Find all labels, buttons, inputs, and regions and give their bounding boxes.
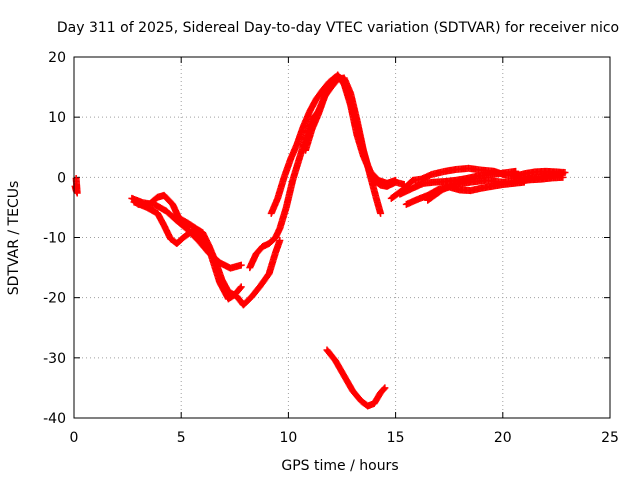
data-point [236, 284, 244, 292]
series-pass-0 [71, 175, 81, 197]
data-point [381, 384, 389, 392]
y-tick-label: -10 [43, 231, 66, 247]
data-points [71, 71, 569, 410]
x-tick-label: 10 [279, 430, 297, 446]
data-point [559, 173, 567, 181]
x-axis-label: GPS time / hours [281, 458, 398, 474]
y-tick-label: -40 [43, 411, 66, 427]
x-tick-label: 20 [494, 430, 512, 446]
chart-title: Day 311 of 2025, Sidereal Day-to-day VTE… [57, 20, 619, 36]
y-tick-label: 20 [48, 50, 66, 66]
data-point [237, 261, 245, 269]
series-pass-7 [323, 346, 389, 410]
y-tick-label: -20 [43, 291, 66, 307]
grid [74, 57, 610, 418]
data-point [392, 176, 400, 184]
series-pass-6 [302, 71, 400, 187]
y-tick-label: 10 [48, 110, 66, 126]
series-pass-12 [510, 167, 569, 181]
plot-border [73, 56, 611, 419]
data-point [380, 385, 388, 393]
series-pass-9 [396, 167, 520, 198]
ticks: 0 5 10 15 20 25 -40 -30 -20 -10 0 10 20 [43, 50, 619, 446]
series-pass-13 [516, 173, 567, 185]
data-point [561, 169, 569, 177]
y-tick-label: 0 [57, 170, 66, 186]
x-tick-label: 15 [387, 430, 405, 446]
data-point [377, 209, 385, 217]
data-point [237, 283, 245, 291]
x-tick-label: 0 [70, 430, 79, 446]
y-tick-label: -30 [43, 351, 66, 367]
series-pass-3 [134, 191, 284, 309]
y-axis-label: SDTVAR / TECUs [6, 181, 22, 296]
x-tick-label: 5 [177, 430, 186, 446]
data-point [276, 237, 284, 245]
x-tick-label: 25 [601, 430, 619, 446]
